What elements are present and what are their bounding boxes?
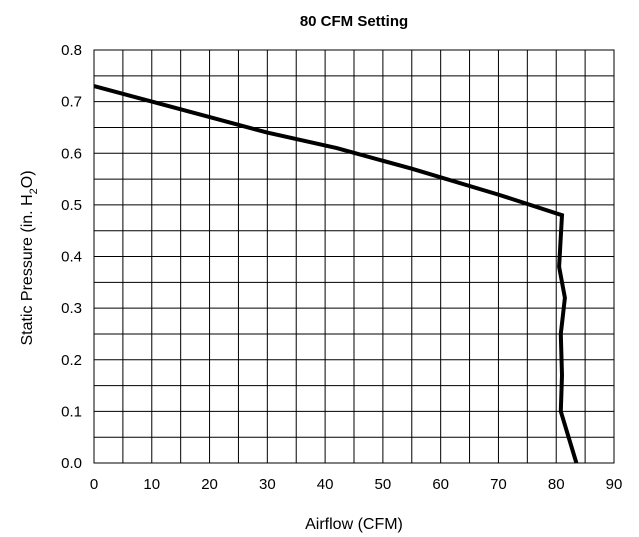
grid [94, 50, 614, 463]
plot-frame [93, 49, 615, 464]
y-tick-label: 0.0 [61, 455, 82, 472]
y-axis-label-main: Static Pressure (in. H [19, 194, 36, 345]
y-axis-ticks: 0.0 0.1 0.2 0.3 0.4 0.5 0.6 0.7 0.8 [61, 42, 82, 472]
x-tick-label: 50 [375, 476, 392, 493]
y-tick-label: 0.3 [61, 300, 82, 317]
y-tick-label: 0.1 [61, 403, 82, 420]
y-tick-label: 0.7 [61, 94, 82, 111]
x-tick-label: 70 [490, 476, 507, 493]
series-line [93, 84, 579, 464]
x-tick-label: 30 [259, 476, 276, 493]
x-tick-label: 60 [432, 476, 449, 493]
y-tick-label: 0.5 [61, 197, 82, 214]
y-tick-label: 0.8 [61, 42, 82, 59]
x-tick-label: 40 [317, 476, 334, 493]
y-axis-label-end: O) [19, 170, 36, 188]
y-tick-label: 0.2 [61, 352, 82, 369]
series-layer [93, 84, 579, 464]
x-axis-label: Airflow (CFM) [305, 516, 403, 533]
x-tick-label: 0 [90, 476, 98, 493]
x-axis-ticks: 0 10 20 30 40 50 60 70 80 90 [90, 476, 623, 493]
x-tick-label: 10 [143, 476, 160, 493]
x-tick-label: 90 [606, 476, 623, 493]
y-tick-label: 0.6 [61, 145, 82, 162]
chart-title: 80 CFM Setting [300, 13, 408, 30]
x-tick-label: 80 [548, 476, 565, 493]
y-tick-label: 0.4 [61, 249, 82, 266]
x-tick-label: 20 [201, 476, 218, 493]
y-axis-label-subscript: 2 [28, 188, 40, 194]
y-axis-label: Static Pressure (in. H2O) [19, 170, 40, 345]
